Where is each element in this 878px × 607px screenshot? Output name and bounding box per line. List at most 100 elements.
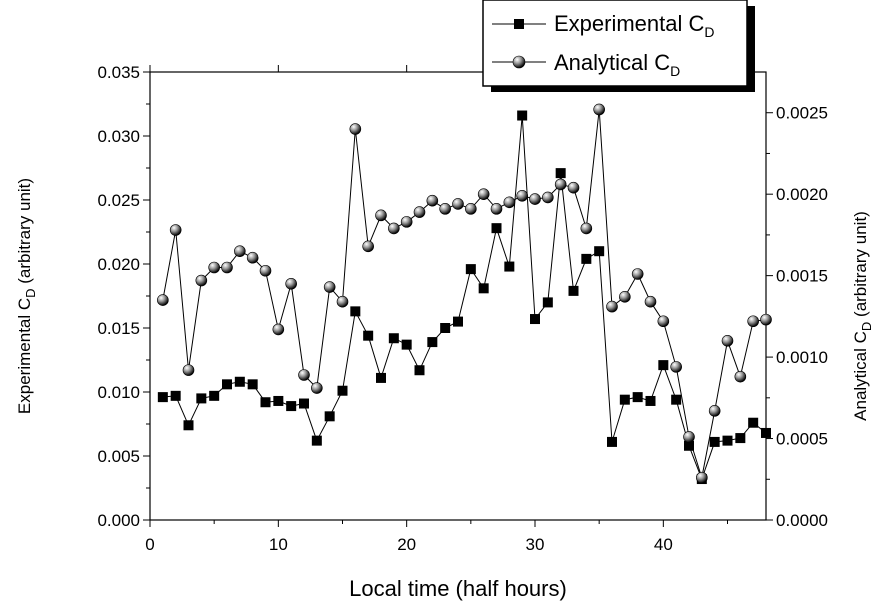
x-tick-label: 20 xyxy=(397,535,416,554)
data-point-analytical xyxy=(439,203,451,215)
x-tick-label: 10 xyxy=(269,535,288,554)
data-point-experimental xyxy=(196,393,207,404)
data-point-analytical xyxy=(349,123,362,135)
data-point-analytical xyxy=(259,264,272,277)
y-left-tick-label: 0.005 xyxy=(97,447,140,466)
y-left-axis-title-suffix: (arbitrary unit) xyxy=(15,178,34,289)
data-point-experimental xyxy=(273,395,284,406)
y-right-tick-label: 0.0000 xyxy=(776,511,828,530)
legend-label-experimental-sub: D xyxy=(704,24,714,40)
data-point-analytical xyxy=(760,313,772,326)
data-point-analytical xyxy=(426,194,439,207)
data-point-analytical xyxy=(644,295,657,308)
y-right-tick-label: 0.0015 xyxy=(776,267,828,286)
y-right-axis-title: Analytical CD (arbitrary unit) xyxy=(851,211,874,421)
data-point-experimental xyxy=(671,394,682,405)
data-point-analytical xyxy=(298,369,310,381)
data-point-experimental xyxy=(748,417,759,428)
data-point-experimental xyxy=(247,379,258,390)
data-point-analytical xyxy=(734,370,747,383)
data-point-analytical xyxy=(182,364,195,376)
data-point-experimental xyxy=(401,339,412,350)
legend-box xyxy=(482,0,748,87)
data-point-experimental xyxy=(568,285,579,296)
data-point-analytical xyxy=(400,216,413,228)
data-point-analytical xyxy=(157,294,169,306)
legend-label-analytical-sub: D xyxy=(670,63,680,79)
y-right-axis-title-main: Analytical C xyxy=(851,331,870,421)
x-tick-label: 30 xyxy=(526,535,545,554)
data-point-analytical xyxy=(452,198,464,210)
x-tick-label: 0 xyxy=(145,535,154,554)
data-point-analytical xyxy=(311,382,323,394)
data-point-analytical xyxy=(336,295,349,308)
data-point-experimental xyxy=(170,390,181,401)
data-point-experimental xyxy=(209,390,220,401)
y-left-tick-label: 0.010 xyxy=(97,383,140,402)
series-analytical xyxy=(157,103,772,484)
x-tick-label: 40 xyxy=(654,535,673,554)
data-point-analytical xyxy=(362,240,374,253)
legend-label-analytical: Analytical CD xyxy=(554,50,680,79)
y-right-axis: 0.0000 0.0005 0.0010 0.0015 0.0020 0.0025 xyxy=(766,104,828,530)
data-point-experimental xyxy=(530,314,540,325)
data-point-experimental xyxy=(260,397,271,408)
data-point-experimental xyxy=(517,110,528,121)
data-point-analytical xyxy=(580,222,593,235)
data-point-analytical xyxy=(285,277,297,290)
data-point-analytical xyxy=(657,315,670,328)
data-point-experimental xyxy=(363,330,374,341)
series-line-experimental xyxy=(162,115,767,481)
data-point-experimental xyxy=(555,168,566,179)
data-point-experimental xyxy=(709,436,720,447)
data-point-analytical xyxy=(246,251,259,264)
y-right-axis-title-sub: D xyxy=(859,322,874,331)
legend-label-experimental: Experimental CD xyxy=(554,11,715,40)
data-point-experimental xyxy=(311,435,322,446)
data-point-analytical xyxy=(375,209,387,222)
data-point-experimental xyxy=(504,261,515,272)
y-left-tick-label: 0.030 xyxy=(97,127,140,146)
data-point-analytical xyxy=(490,203,503,215)
data-point-experimental xyxy=(440,323,451,333)
data-point-analytical xyxy=(619,291,631,303)
x-axis: 0 10 20 30 40 xyxy=(145,65,728,554)
data-point-experimental xyxy=(722,435,733,446)
y-left-tick-label: 0.025 xyxy=(97,191,140,210)
data-point-experimental xyxy=(645,395,656,406)
data-point-analytical xyxy=(465,203,477,215)
data-point-experimental xyxy=(376,372,386,383)
y-right-axis-title-suffix: (arbitrary unit) xyxy=(851,211,870,322)
y-right-tick-label: 0.0025 xyxy=(776,104,828,123)
data-point-experimental xyxy=(491,223,502,234)
data-point-analytical xyxy=(747,315,759,328)
data-point-analytical xyxy=(272,323,285,336)
data-point-experimental xyxy=(581,253,592,264)
data-point-experimental xyxy=(761,427,771,438)
data-point-experimental xyxy=(350,306,361,317)
data-point-experimental xyxy=(542,297,553,308)
data-point-analytical xyxy=(529,193,541,205)
data-point-experimental xyxy=(222,379,232,390)
data-point-experimental xyxy=(157,392,168,403)
plot-frame xyxy=(149,71,767,521)
legend-marker-analytical xyxy=(512,55,526,69)
legend-label-analytical-main: Analytical C xyxy=(554,50,670,75)
data-point-experimental xyxy=(427,337,438,348)
data-point-analytical xyxy=(721,334,734,347)
data-point-experimental xyxy=(658,360,669,371)
y-left-axis-title-sub: D xyxy=(23,288,38,297)
data-point-analytical xyxy=(606,300,618,313)
data-point-analytical xyxy=(542,191,554,204)
data-point-analytical xyxy=(234,245,246,257)
data-point-experimental xyxy=(607,436,617,447)
data-point-analytical xyxy=(195,274,208,287)
data-point-experimental xyxy=(183,420,194,431)
data-point-experimental xyxy=(735,433,746,444)
y-left-tick-label: 0.000 xyxy=(97,511,140,530)
y-left-tick-label: 0.015 xyxy=(97,319,140,338)
series-layer xyxy=(157,103,772,485)
data-point-experimental xyxy=(414,365,425,376)
data-point-experimental xyxy=(453,316,463,327)
y-left-axis-title: Experimental CD (arbitrary unit) xyxy=(15,178,38,414)
